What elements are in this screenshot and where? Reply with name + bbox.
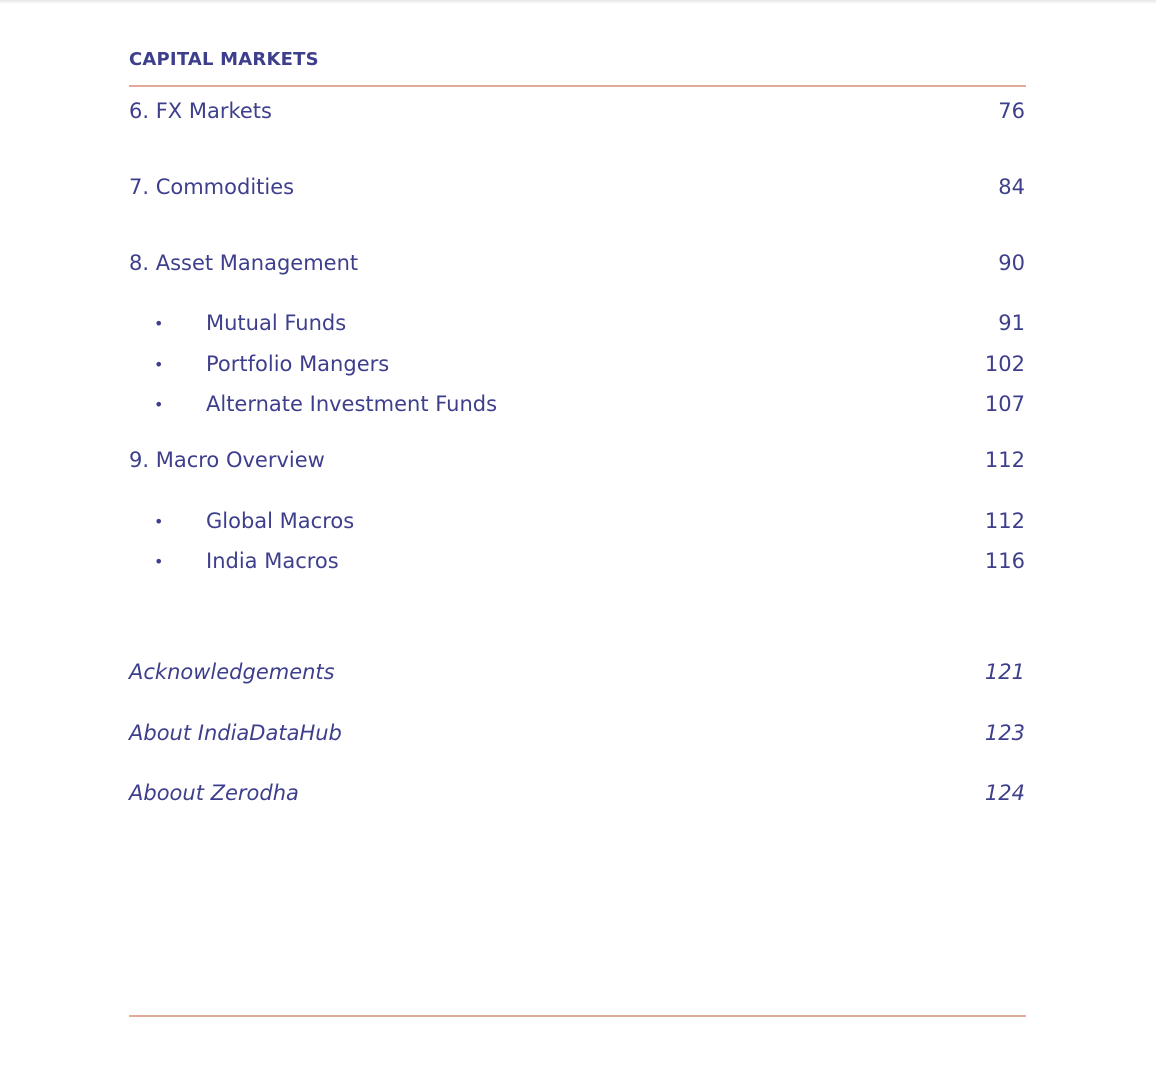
- entry-label: 7. Commodities: [129, 175, 295, 199]
- entry-page: 121: [984, 660, 1025, 684]
- entry-label: About IndiaDataHub: [129, 721, 342, 745]
- entry-label: Alternate Investment Funds: [206, 392, 498, 416]
- toc-subentry[interactable]: • Global Macros 112: [129, 506, 1025, 536]
- toc-subentry[interactable]: • Mutual Funds 91: [129, 308, 1025, 338]
- entry-page: 124: [984, 781, 1025, 805]
- entry-label: India Macros: [206, 549, 339, 573]
- entry-page: 116: [984, 549, 1025, 573]
- toc-backmatter-entry[interactable]: Aboout Zerodha 124: [129, 778, 1025, 808]
- entry-label: 8. Asset Management: [129, 251, 359, 275]
- entry-label: Portfolio Mangers: [206, 352, 390, 376]
- bullet-icon: •: [154, 354, 164, 374]
- section-title: CAPITAL MARKETS: [129, 49, 319, 70]
- toc-subentry[interactable]: • India Macros 116: [129, 546, 1025, 576]
- entry-page: 112: [984, 509, 1025, 533]
- entry-page: 84: [998, 175, 1025, 199]
- toc-subentry[interactable]: • Alternate Investment Funds 107: [129, 389, 1025, 419]
- entry-label: Mutual Funds: [206, 311, 347, 335]
- bullet-icon: •: [154, 394, 164, 414]
- bullet-icon: •: [154, 551, 164, 571]
- entry-page: 123: [984, 721, 1025, 745]
- bullet-icon: •: [154, 511, 164, 531]
- toc-backmatter-entry[interactable]: About IndiaDataHub 123: [129, 718, 1025, 748]
- toc-entry[interactable]: 7. Commodities 84: [129, 172, 1025, 202]
- entry-page: 91: [998, 311, 1025, 335]
- entry-page: 102: [984, 352, 1025, 376]
- entry-label: Acknowledgements: [129, 660, 335, 684]
- toc-entry[interactable]: 8. Asset Management 90: [129, 248, 1025, 278]
- entry-label: 6. FX Markets: [129, 99, 272, 123]
- toc-backmatter-entry[interactable]: Acknowledgements 121: [129, 657, 1025, 687]
- entry-page: 76: [998, 99, 1025, 123]
- entry-label: Aboout Zerodha: [129, 781, 299, 805]
- entry-label: Global Macros: [206, 509, 355, 533]
- toc-subentry[interactable]: • Portfolio Mangers 102: [129, 349, 1025, 379]
- toc-entry[interactable]: 9. Macro Overview 112: [129, 445, 1025, 475]
- divider-top: [129, 85, 1026, 87]
- entry-page: 90: [998, 251, 1025, 275]
- entry-label: 9. Macro Overview: [129, 448, 325, 472]
- bullet-icon: •: [154, 313, 164, 333]
- toc-entry[interactable]: 6. FX Markets 76: [129, 96, 1025, 126]
- entry-page: 107: [984, 392, 1025, 416]
- divider-bottom: [129, 1015, 1026, 1017]
- page-top-edge: [0, 0, 1156, 4]
- entry-page: 112: [984, 448, 1025, 472]
